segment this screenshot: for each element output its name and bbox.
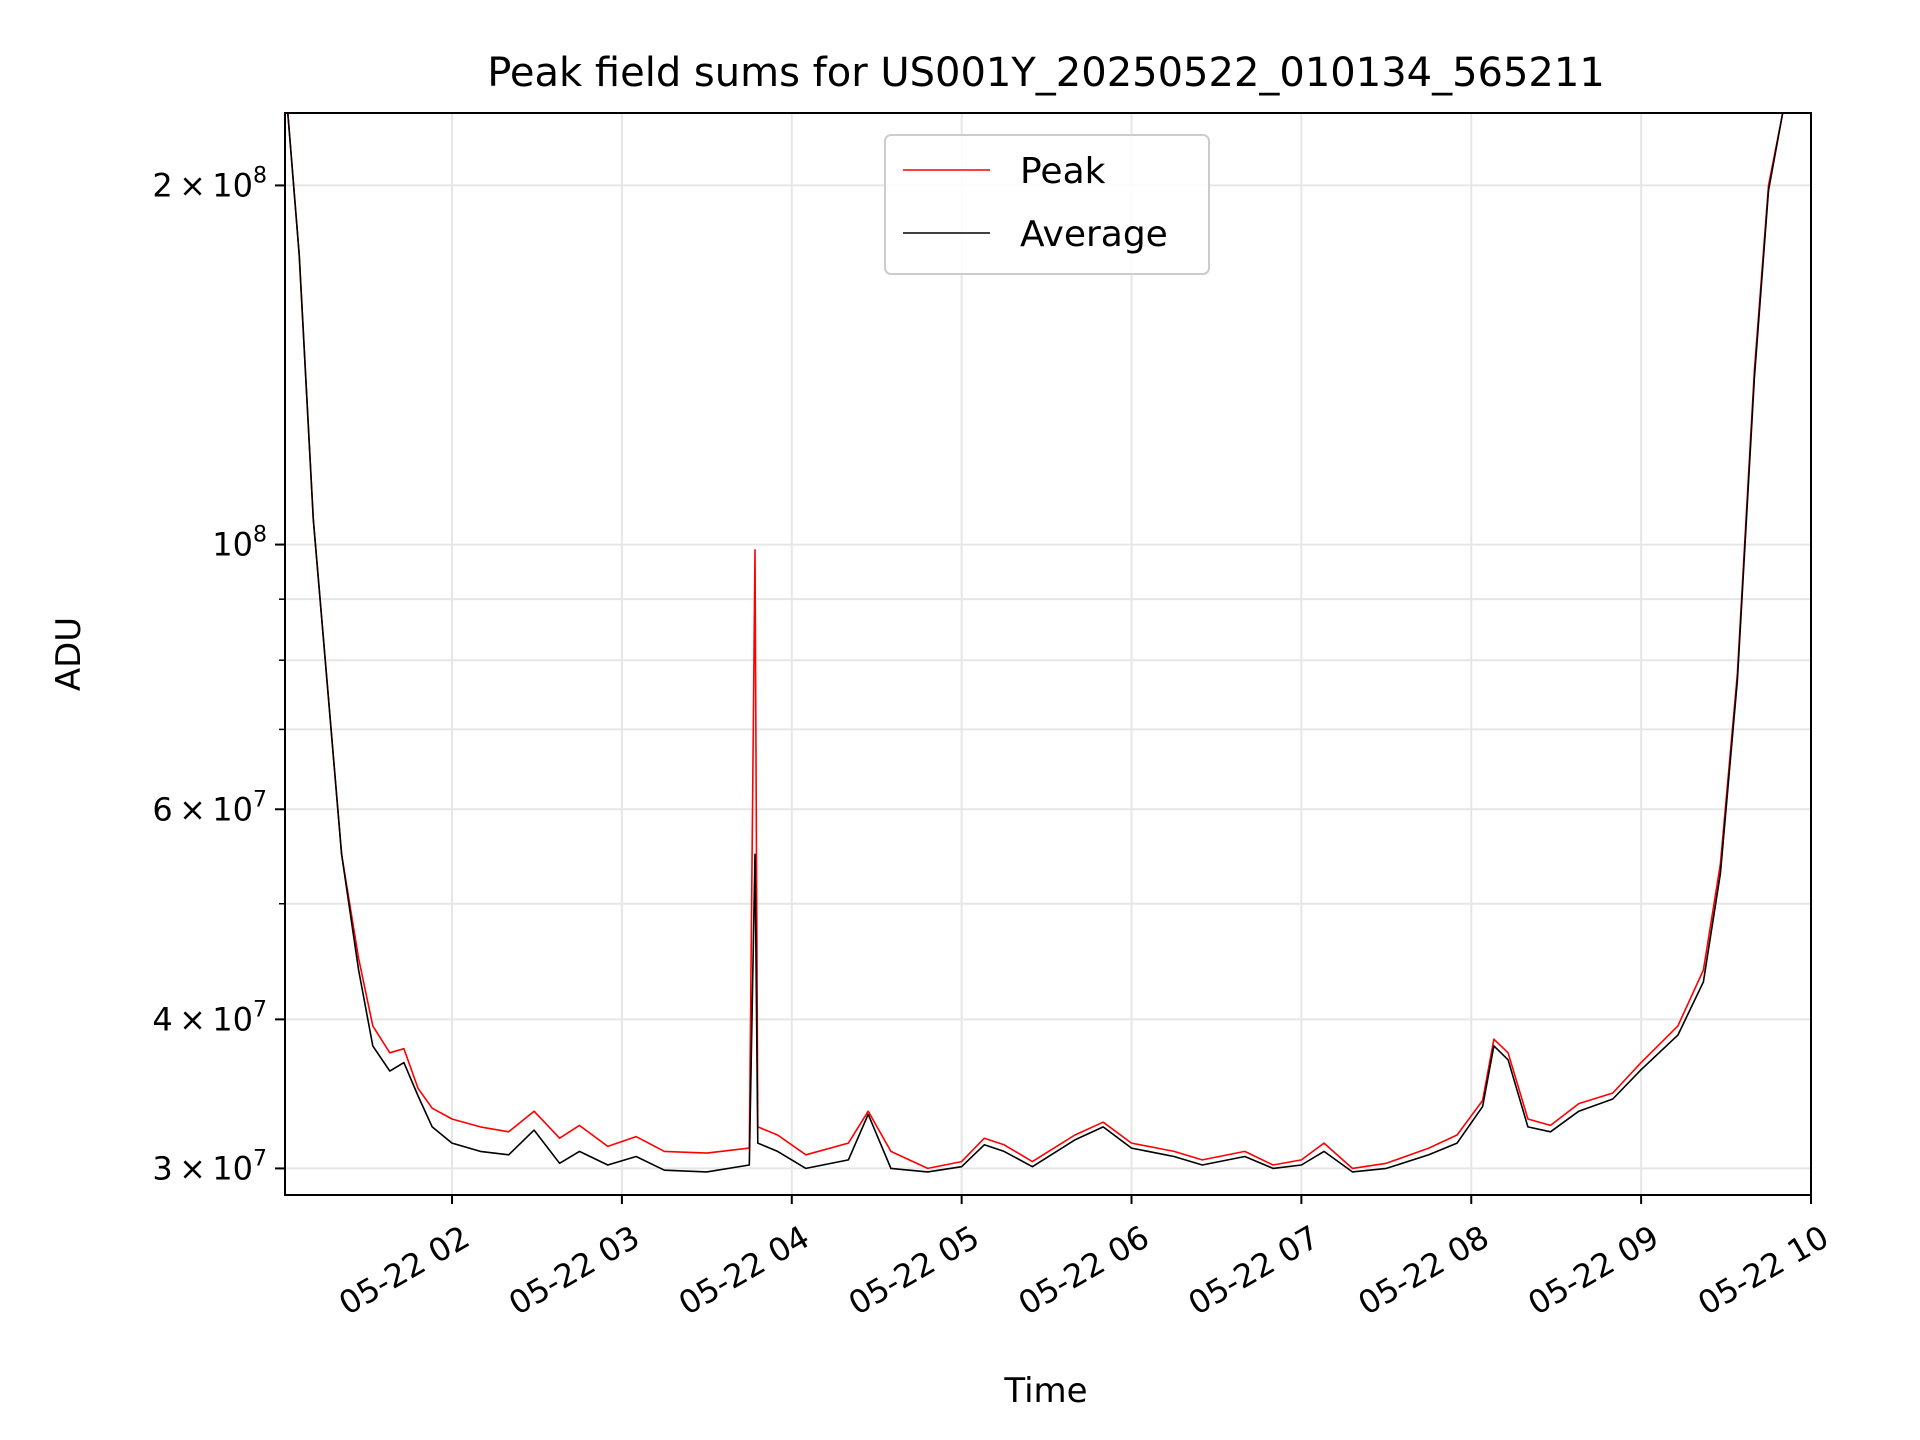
y-axis: 3 × 107 4 × 107 6 × 107 108 2 × 108 [152, 163, 285, 1187]
series-line-peak [287, 112, 1784, 1170]
y-tick-label: 108 [212, 523, 267, 564]
grid [285, 113, 1812, 1195]
y-tick-label: 4 × 107 [152, 997, 267, 1038]
chart-title: Peak field sums for US001Y_20250522_0101… [487, 50, 1605, 96]
y-tick-label: 6 × 107 [152, 787, 267, 828]
y-axis-label: ADU [49, 617, 89, 691]
plot-frame [284, 112, 1812, 1196]
legend-label-average: Average [1020, 214, 1168, 255]
legend: Peak Average [884, 134, 1210, 275]
series-layer [287, 112, 1784, 1173]
x-axis-label: Time [1003, 1371, 1087, 1411]
y-tick-label: 2 × 108 [152, 163, 267, 204]
y-tick-label: 3 × 107 [152, 1146, 267, 1187]
series-line-average [287, 112, 1784, 1173]
legend-label-peak: Peak [1020, 151, 1106, 192]
